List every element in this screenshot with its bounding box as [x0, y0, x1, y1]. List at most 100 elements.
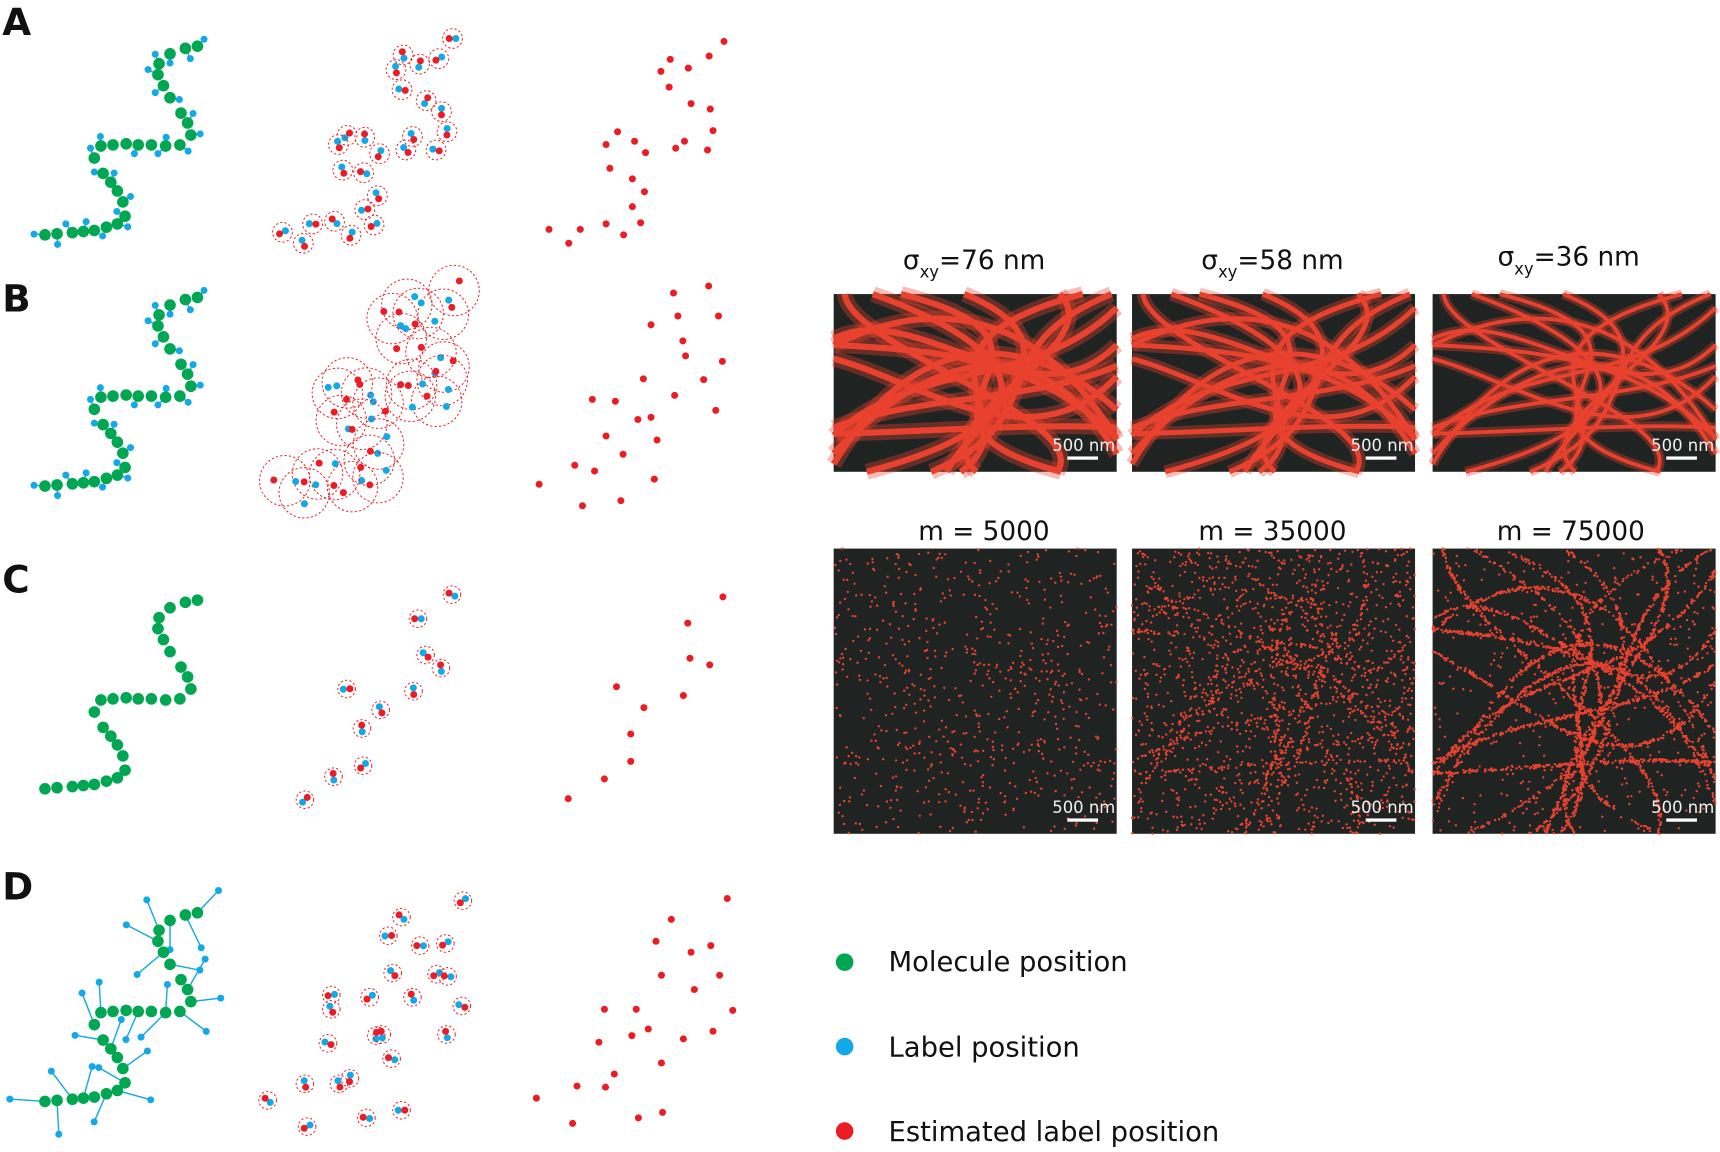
localization-dot [953, 576, 956, 580]
localization-dot [1197, 818, 1201, 822]
localization-dot [1305, 598, 1308, 601]
localization-dot [1347, 779, 1350, 782]
localization-dot [1355, 633, 1358, 637]
localization-dot [1637, 569, 1640, 573]
localization-dot [1398, 809, 1402, 812]
localization-dot [877, 725, 881, 728]
localization-dot [1408, 769, 1411, 773]
estimated-label-dot [328, 215, 336, 223]
localization-dot [1691, 723, 1694, 726]
localization-dot [937, 556, 940, 559]
localization-dot [1195, 709, 1198, 712]
localization-dot [1573, 801, 1577, 804]
localization-dot [1095, 575, 1099, 578]
localization-dot [1294, 662, 1297, 665]
localization-dot [1217, 560, 1220, 564]
localization-dot [1348, 631, 1351, 634]
localization-dot [1398, 581, 1402, 584]
localization-dot [948, 589, 951, 592]
localization-dot [1331, 767, 1334, 771]
localization-dot [937, 793, 941, 796]
localization-dot [1361, 685, 1364, 689]
localization-dot [1110, 623, 1113, 627]
localization-dot [1372, 721, 1375, 724]
localization-dot [1295, 757, 1298, 761]
localization-dot [1353, 760, 1356, 763]
localization-dot [1144, 754, 1147, 757]
localization-dot [971, 652, 974, 656]
estimated-label-dot [680, 137, 688, 145]
localization-dot [1155, 749, 1158, 753]
localization-dot [1305, 727, 1309, 730]
localization-dot [1133, 617, 1136, 621]
uncertainty-circle [405, 326, 457, 379]
localization-dot [1238, 596, 1241, 600]
localization-dot [1075, 710, 1078, 714]
localization-dot [1098, 614, 1101, 617]
localization-dot [903, 731, 906, 735]
localization-dot [1401, 800, 1405, 804]
localization-dot [1178, 600, 1182, 603]
estimated-label-dot [684, 64, 692, 72]
localization-dot [1162, 705, 1165, 708]
localization-dot [1030, 668, 1033, 671]
localization-dot [1309, 606, 1312, 609]
estimated-label-dot [627, 757, 635, 765]
localization-dot [1302, 736, 1305, 739]
molecule-dot [164, 645, 176, 658]
localization-dot [928, 735, 931, 739]
localization-dot [999, 570, 1002, 573]
localization-dot [919, 687, 923, 691]
localization-dot [1653, 599, 1656, 602]
localization-dot [1706, 703, 1710, 707]
localization-dot [1244, 830, 1248, 834]
localization-dot [1301, 699, 1304, 703]
label-dot [419, 942, 427, 950]
localization-dot [1109, 663, 1113, 667]
molecule-dot [145, 1005, 158, 1018]
estimated-label-dot [569, 1119, 577, 1127]
localization-dot [834, 671, 838, 674]
localization-dot [1303, 625, 1307, 628]
localization-dot [1085, 697, 1088, 700]
localization-dot [1360, 611, 1364, 615]
localization-dot [1245, 817, 1248, 821]
label-dot [151, 89, 159, 97]
localization-dot [1253, 687, 1256, 691]
localization-dot [1234, 578, 1237, 581]
label-dot [437, 667, 445, 675]
localization-dot [1336, 680, 1339, 683]
localization-dot [1106, 591, 1110, 594]
localization-dot [927, 800, 930, 803]
estimated-label-dot [261, 1094, 269, 1102]
localization-dot [1040, 637, 1043, 641]
localization-dot [1183, 632, 1186, 636]
localization-dot [844, 647, 847, 651]
localization-dot [1170, 641, 1173, 645]
localization-dot [1315, 646, 1318, 649]
localization-dot [1449, 591, 1452, 594]
localization-dot [838, 713, 842, 717]
localization-dot [1194, 805, 1197, 808]
localization-dot [1113, 797, 1116, 800]
localization-dot [1384, 724, 1388, 727]
molecule-dot [66, 1093, 79, 1106]
localization-dot [838, 601, 842, 604]
localization-dot [1396, 742, 1399, 746]
label-dot [372, 1035, 380, 1043]
localization-dot [1316, 693, 1319, 696]
localization-dot [1316, 579, 1319, 582]
localization-dot [1413, 788, 1416, 791]
localization-dot [1193, 681, 1197, 685]
localization-dot [1666, 711, 1669, 714]
estimated-label-dot [631, 137, 639, 145]
localization-dot [1112, 772, 1116, 775]
localization-dot [1366, 547, 1369, 551]
localization-dot [1342, 741, 1346, 744]
localization-dot [1171, 740, 1175, 743]
localization-dot [1366, 731, 1369, 735]
localization-dot [923, 756, 926, 759]
localization-dot [1177, 768, 1180, 771]
localization-dot [904, 745, 907, 749]
estimated-label-dot [578, 502, 586, 510]
